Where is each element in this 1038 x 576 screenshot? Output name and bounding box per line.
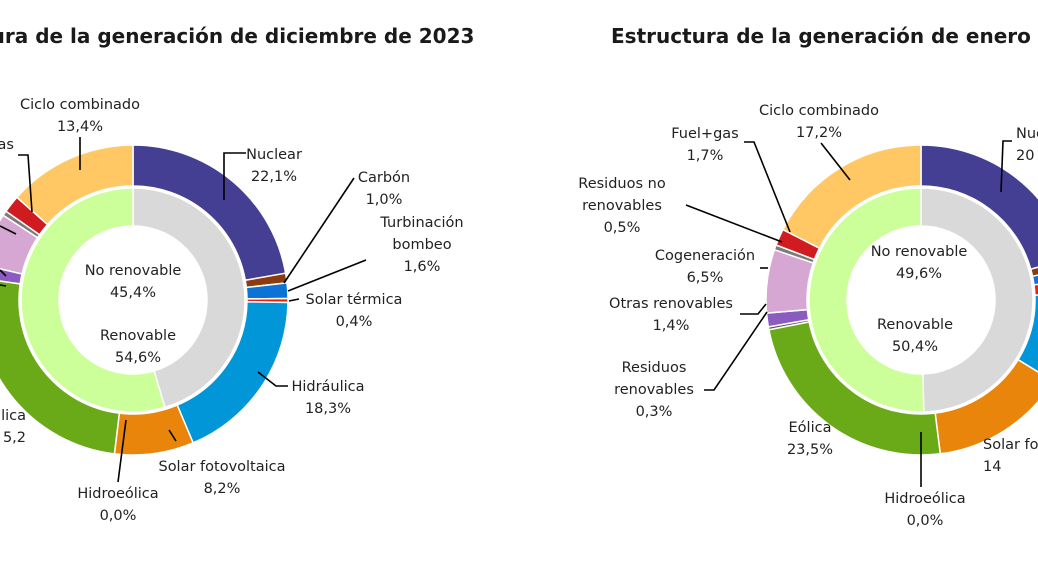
chart-1-leader-solar-termica	[288, 298, 300, 302]
chart-1-leader-hidroeolica	[117, 419, 127, 483]
chart-2-label-nuclear: Nuc20	[1016, 126, 1038, 164]
chart-2-slice-ciclo-combinado	[781, 144, 922, 250]
chart-1-title: Estructura de la generación de diciembre…	[0, 24, 474, 48]
chart-2-label-cogeneracion: Cogeneración 6,5%	[655, 248, 755, 286]
chart-1-label-ciclo-combinado: Ciclo combinado 13,4%	[20, 97, 140, 135]
chart-1-label-hidroeolica: Hidroeólica 0,0%	[77, 486, 158, 524]
chart-2-label-no-renovable: No renovable 49,6%	[871, 244, 968, 282]
chart-2-label-residuos-renovables: Residuos renovables 0,3%	[614, 360, 694, 420]
chart-1-label-eolica: lica 5,2	[1, 408, 26, 446]
chart-1-inner-slice-no-renovable	[132, 187, 246, 409]
chart-2-label-otras-renovables: Otras renovables 1,4%	[609, 296, 733, 334]
chart-1-label-fuel-gas: as	[0, 137, 14, 153]
chart-2-labels: No renovable 49,6% Renovable 50,4% Ciclo com…	[578, 103, 1038, 529]
chart-1-leader-nuclear	[223, 152, 246, 200]
chart-2-label-ciclo-combinado: Ciclo combinado 17,2%	[759, 103, 879, 141]
chart-1-leader-turbinacion-bombeo	[287, 259, 367, 292]
chart-2-donut	[765, 144, 1038, 456]
chart-2-label-hidroeolica: Hidroeólica 0,0%	[884, 491, 965, 529]
chart-2-slice-nuclear	[920, 144, 1038, 271]
chart-2-leader-residuos-renovables	[704, 311, 768, 391]
chart-1-label-carbon: Carbón 1,0%	[358, 170, 410, 208]
chart-2-label-fuel-gas: Fuel+gas 1,7%	[671, 126, 738, 164]
chart-1-leader-carbon	[283, 177, 355, 284]
chart-2-leader-otras-renovables	[740, 303, 767, 315]
chart-2-label-residuos-no-renovables: Residuos no renovables 0,5%	[578, 176, 666, 236]
chart-1-label-nuclear: Nuclear 22,1%	[246, 147, 302, 185]
chart-1-slice-eolica	[0, 280, 121, 455]
chart-2-inner-slice-no-renovable	[920, 187, 1034, 413]
chart-1-leader-otras-renovables	[0, 284, 7, 287]
chart-1-leader-cogeneracion	[0, 269, 7, 277]
chart-1-leader-residuos-no-renovables	[0, 225, 17, 235]
chart-1-inner-slice-renovable	[20, 187, 166, 413]
chart-2-title: Estructura de la generación de enero a d…	[611, 24, 1038, 48]
chart-1-leader-solar-fotovoltaica	[168, 429, 177, 442]
chart-2-leader-nuclear	[1000, 140, 1012, 193]
chart-2-label-eolica: Eólica 23,5%	[787, 420, 833, 458]
chart-1-donut	[0, 144, 289, 456]
chart-2-inner-slice-renovable	[808, 187, 925, 413]
chart-1-label-no-renovable: No renovable 45,4%	[85, 263, 182, 301]
chart-2-leader-residuos-no-renovables	[685, 204, 783, 243]
chart-2-leader-ciclo-combinado	[820, 142, 851, 181]
chart-2-label-renovable: Renovable 50,4%	[877, 317, 953, 355]
chart-1-label-solar-termica: Solar térmica 0,4%	[306, 292, 403, 330]
chart-1-label-renovable: Renovable 54,6%	[100, 328, 176, 366]
chart-1-leader-fuel-gas	[18, 154, 33, 213]
chart-1-slice-ciclo-combinado	[15, 144, 134, 226]
chart-1-label-hidraulica: Hidráulica 18,3%	[291, 379, 364, 417]
chart-1-labels: No renovable 45,4% Renovable 54,6% Ciclo com…	[0, 97, 464, 524]
chart-2-leader-fuel-gas	[744, 141, 791, 233]
chart-1-label-turbinacion-bombeo: Turbinación bombeo 1,6%	[379, 215, 463, 275]
chart-2-label-solar-fotovoltaica: Solar fo 14	[983, 437, 1038, 475]
chart-1-label-solar-fotovoltaica: Solar fotovoltaica 8,2%	[158, 459, 285, 497]
chart-1-leader-hidraulica	[257, 371, 288, 387]
